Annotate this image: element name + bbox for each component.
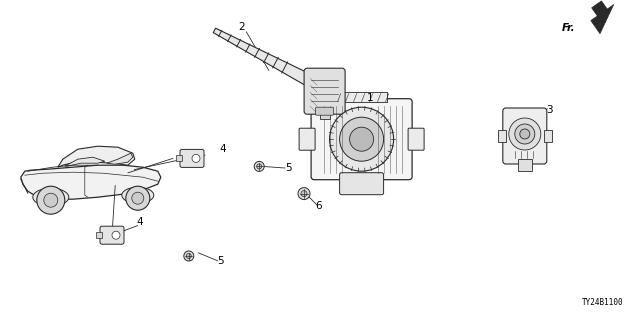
- Circle shape: [132, 192, 144, 204]
- Text: Fr.: Fr.: [561, 23, 575, 33]
- Text: 5: 5: [285, 163, 291, 173]
- Polygon shape: [58, 146, 135, 167]
- FancyBboxPatch shape: [304, 68, 345, 114]
- Bar: [518, 159, 532, 171]
- Circle shape: [520, 129, 530, 139]
- Circle shape: [186, 253, 191, 259]
- Text: 1: 1: [367, 92, 373, 103]
- Text: 4: 4: [220, 144, 226, 154]
- Circle shape: [349, 127, 374, 151]
- FancyBboxPatch shape: [100, 226, 124, 244]
- Text: 2: 2: [239, 22, 245, 32]
- Circle shape: [36, 186, 65, 214]
- Polygon shape: [591, 1, 614, 34]
- Text: 3: 3: [546, 105, 552, 116]
- Bar: [96, 232, 102, 238]
- Circle shape: [184, 251, 194, 261]
- Text: 6: 6: [316, 201, 322, 212]
- Circle shape: [330, 107, 394, 171]
- Ellipse shape: [122, 187, 154, 203]
- Bar: [319, 111, 330, 119]
- Circle shape: [126, 186, 150, 210]
- Ellipse shape: [33, 188, 69, 206]
- FancyBboxPatch shape: [316, 107, 333, 115]
- Circle shape: [301, 191, 307, 196]
- Circle shape: [257, 164, 262, 169]
- FancyBboxPatch shape: [311, 99, 412, 180]
- Circle shape: [298, 188, 310, 200]
- Bar: [176, 156, 182, 161]
- Circle shape: [340, 117, 383, 161]
- Polygon shape: [20, 165, 161, 199]
- FancyBboxPatch shape: [340, 173, 383, 195]
- Circle shape: [112, 231, 120, 239]
- FancyBboxPatch shape: [299, 128, 315, 150]
- Circle shape: [192, 155, 200, 163]
- Bar: [544, 130, 552, 142]
- FancyBboxPatch shape: [337, 92, 387, 102]
- Polygon shape: [107, 153, 133, 164]
- Circle shape: [515, 124, 535, 144]
- Polygon shape: [213, 28, 333, 97]
- Circle shape: [509, 118, 541, 150]
- Circle shape: [254, 161, 264, 172]
- FancyBboxPatch shape: [408, 128, 424, 150]
- Text: 5: 5: [218, 256, 224, 266]
- Polygon shape: [65, 157, 105, 166]
- FancyBboxPatch shape: [180, 149, 204, 167]
- FancyBboxPatch shape: [503, 108, 547, 164]
- Bar: [498, 130, 506, 142]
- Text: 4: 4: [136, 217, 143, 228]
- Text: TY24B1100: TY24B1100: [582, 298, 624, 307]
- Circle shape: [44, 193, 58, 207]
